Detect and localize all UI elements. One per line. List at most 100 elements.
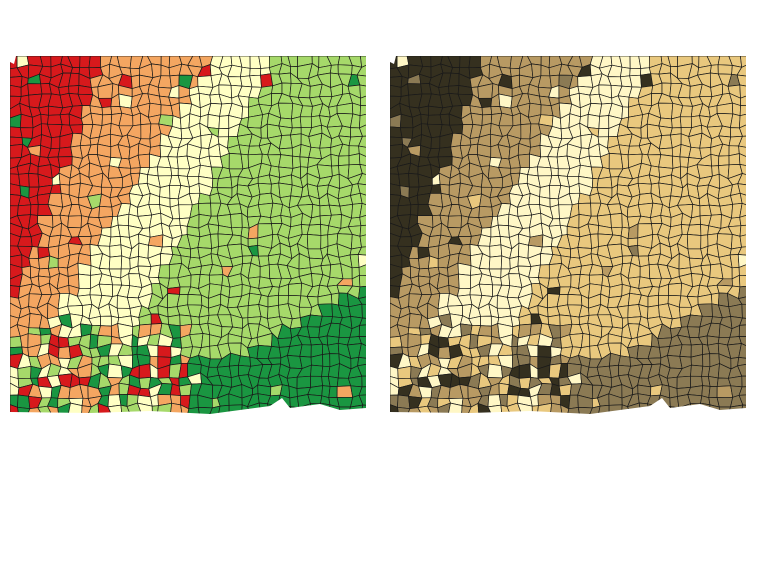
county bbox=[116, 56, 132, 69]
county bbox=[390, 84, 402, 97]
county bbox=[19, 333, 29, 349]
county bbox=[137, 153, 150, 169]
county bbox=[299, 344, 312, 358]
county bbox=[739, 234, 746, 248]
county bbox=[668, 282, 683, 297]
county bbox=[322, 353, 331, 368]
county bbox=[738, 124, 746, 137]
county bbox=[637, 192, 654, 206]
county bbox=[118, 112, 134, 127]
county bbox=[410, 204, 419, 216]
county bbox=[337, 64, 353, 75]
county bbox=[547, 314, 561, 327]
county bbox=[359, 214, 366, 227]
county bbox=[596, 176, 613, 189]
county bbox=[89, 333, 99, 350]
county bbox=[358, 124, 366, 137]
county bbox=[132, 112, 142, 127]
county bbox=[247, 316, 262, 325]
county bbox=[228, 153, 244, 170]
county bbox=[738, 336, 746, 346]
county bbox=[97, 325, 112, 337]
county bbox=[197, 75, 214, 88]
county bbox=[517, 153, 530, 169]
county bbox=[668, 385, 678, 399]
county bbox=[170, 167, 179, 177]
county bbox=[739, 274, 746, 288]
county bbox=[728, 303, 743, 319]
county bbox=[737, 364, 746, 377]
county bbox=[711, 292, 720, 306]
county bbox=[361, 375, 366, 388]
county bbox=[567, 294, 583, 306]
county bbox=[349, 254, 360, 269]
county bbox=[739, 192, 746, 206]
county bbox=[398, 173, 410, 188]
county bbox=[357, 254, 366, 268]
county bbox=[679, 344, 692, 358]
county bbox=[407, 83, 423, 96]
county bbox=[88, 56, 101, 68]
county bbox=[17, 394, 31, 410]
county bbox=[328, 386, 338, 399]
county bbox=[230, 213, 243, 229]
county bbox=[130, 167, 141, 175]
county bbox=[70, 67, 81, 75]
county bbox=[299, 156, 310, 168]
county bbox=[267, 304, 280, 319]
county bbox=[306, 326, 321, 338]
county-polygons bbox=[390, 56, 746, 416]
county bbox=[358, 135, 366, 148]
county bbox=[438, 336, 450, 349]
county bbox=[108, 255, 123, 270]
county bbox=[117, 213, 130, 226]
county bbox=[241, 106, 249, 120]
county bbox=[390, 183, 402, 196]
county bbox=[137, 172, 149, 185]
coastline-mask bbox=[10, 398, 366, 416]
county bbox=[570, 315, 580, 325]
county bbox=[306, 224, 322, 236]
county bbox=[397, 365, 412, 380]
county bbox=[310, 364, 324, 377]
county bbox=[520, 123, 532, 140]
county bbox=[27, 83, 43, 96]
county bbox=[17, 204, 32, 216]
choropleth-map-left bbox=[10, 56, 366, 416]
county bbox=[498, 93, 513, 109]
county bbox=[348, 303, 363, 319]
county bbox=[658, 134, 673, 150]
county bbox=[278, 182, 293, 199]
county bbox=[348, 153, 361, 166]
county bbox=[397, 204, 412, 216]
county bbox=[481, 106, 493, 116]
county bbox=[740, 56, 746, 68]
county bbox=[638, 56, 650, 69]
county bbox=[669, 317, 682, 330]
county bbox=[259, 264, 271, 280]
county bbox=[357, 246, 366, 256]
county bbox=[358, 264, 366, 276]
county bbox=[357, 296, 366, 305]
county bbox=[57, 146, 73, 158]
county bbox=[437, 146, 453, 158]
county bbox=[218, 115, 230, 130]
county bbox=[157, 75, 172, 89]
map-right-canvas bbox=[390, 56, 746, 416]
county bbox=[359, 274, 366, 288]
county bbox=[480, 315, 492, 327]
county bbox=[359, 105, 366, 117]
county bbox=[358, 286, 366, 300]
county bbox=[518, 242, 529, 259]
county bbox=[496, 56, 512, 69]
county bbox=[17, 236, 33, 247]
county bbox=[188, 394, 199, 410]
county bbox=[478, 205, 494, 218]
county bbox=[90, 112, 103, 126]
county bbox=[739, 113, 746, 129]
county bbox=[359, 113, 366, 129]
county bbox=[327, 375, 339, 387]
county bbox=[740, 95, 746, 106]
county bbox=[497, 213, 510, 226]
